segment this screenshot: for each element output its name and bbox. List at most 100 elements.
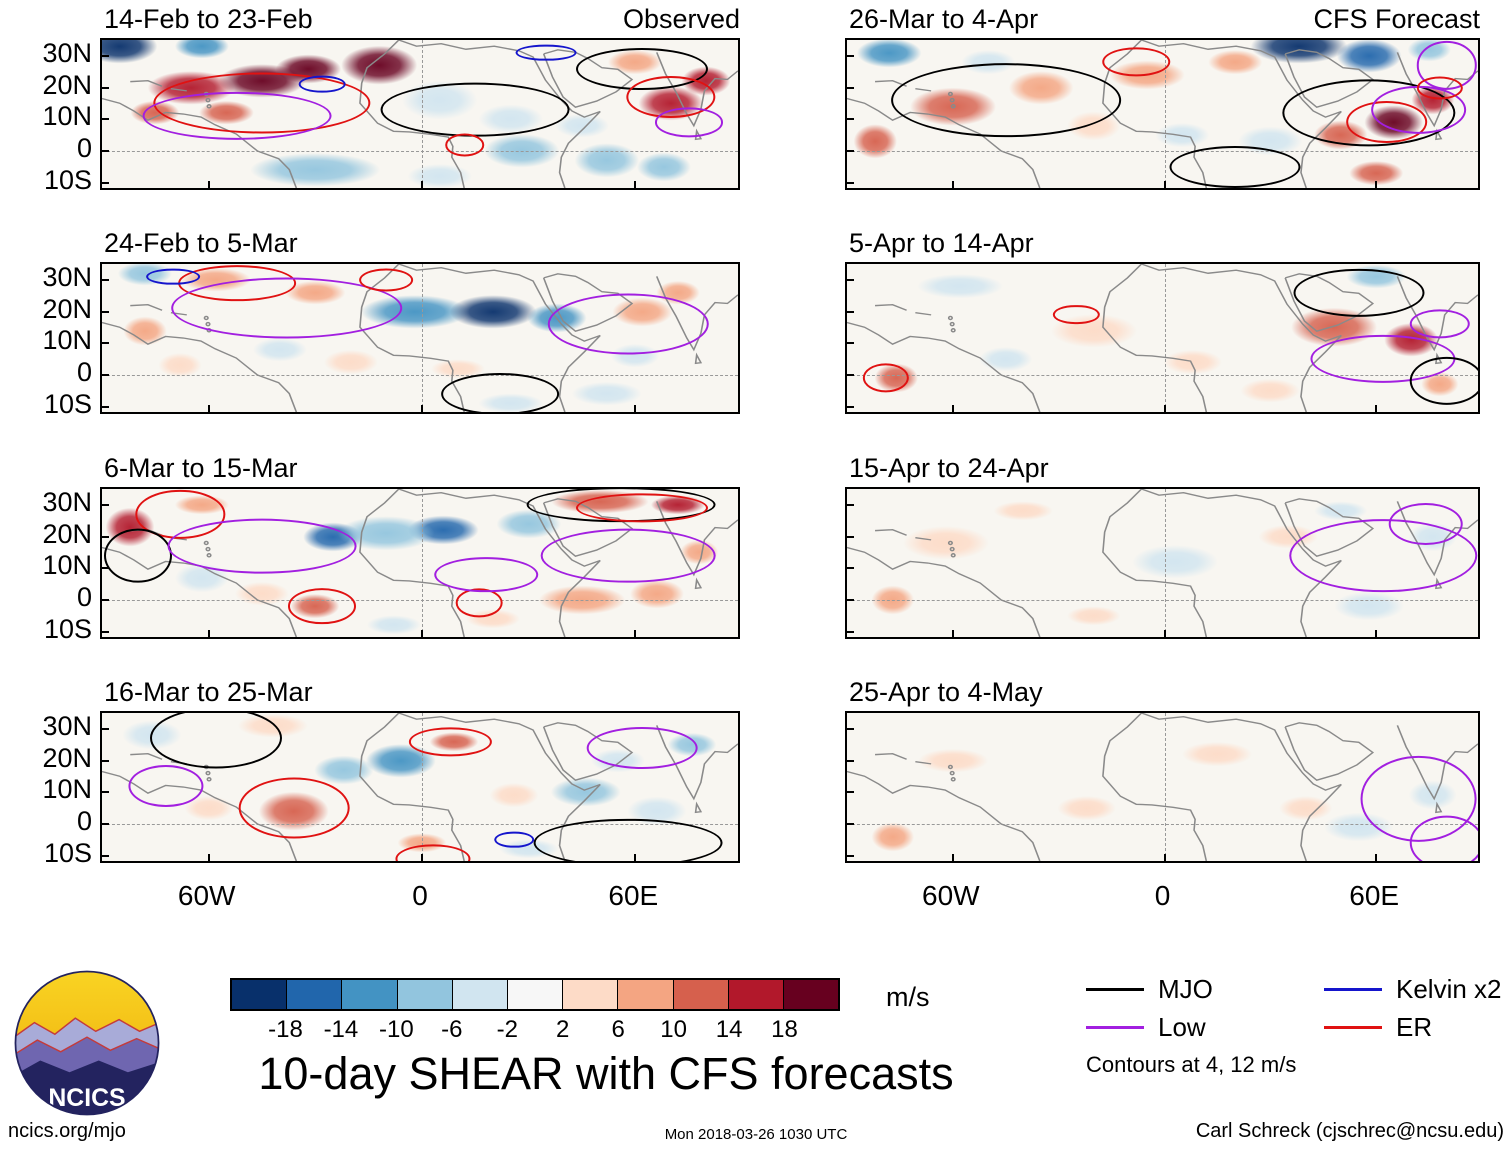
map-panel-8 <box>845 711 1480 863</box>
y-tick-mark <box>102 118 109 121</box>
colorbar-tick-label: -10 <box>379 1016 414 1043</box>
panel-title: 24-Feb to 5-Mar <box>104 228 298 258</box>
colorbar <box>230 978 840 1011</box>
logo-mountain-front <box>15 1060 159 1115</box>
colorbar-tick-label: -18 <box>268 1016 303 1043</box>
y-axis-tick-label: 20N <box>42 69 92 100</box>
legend-item-kelvin: Kelvin x2 <box>1324 972 1510 1006</box>
x-axis-tick-label: 60W <box>922 880 980 911</box>
y-tick-mark <box>847 278 854 281</box>
x-tick-mark <box>421 405 423 412</box>
y-tick-mark <box>847 86 854 89</box>
y-axis-tick-label: 10N <box>42 550 92 581</box>
map-panel-4 <box>845 262 1480 414</box>
panel-title: 14-Feb to 23-Feb <box>104 4 313 34</box>
x-axis-tick-label: 60E <box>608 880 659 911</box>
legend-label: ER <box>1396 1011 1433 1042</box>
y-tick-mark <box>102 149 109 152</box>
y-tick-mark <box>102 342 109 345</box>
colorbar-cell <box>782 980 839 1009</box>
y-axis-tick-label: 10S <box>43 837 92 868</box>
coastlines-map <box>847 713 1478 861</box>
y-tick-mark <box>847 535 854 538</box>
y-tick-mark <box>847 854 854 857</box>
y-axis-tick-label: 30N <box>42 37 92 68</box>
legend-line-low <box>1086 1025 1144 1029</box>
footer-credit: Carl Schreck (cjschrec@ncsu.edu) <box>1195 1120 1504 1142</box>
y-axis-tick-label: 0 <box>76 805 92 836</box>
y-tick-mark <box>847 310 854 313</box>
y-axis-tick-label: 10S <box>43 164 92 195</box>
colorbar-tick-label: 14 <box>715 1016 743 1043</box>
y-tick-mark <box>847 598 854 601</box>
coastlines-map <box>847 489 1478 637</box>
y-tick-mark <box>847 118 854 121</box>
colorbar-cell <box>727 980 783 1009</box>
map-panel-5 <box>100 487 740 639</box>
y-axis-tick-label: 0 <box>76 581 92 612</box>
legend-label: Low <box>1158 1011 1206 1042</box>
colorbar-cell <box>451 980 507 1009</box>
coastlines-map <box>847 40 1478 188</box>
panel-corner-label: Observed <box>622 4 740 34</box>
x-tick-mark <box>1163 405 1166 412</box>
colorbar-tick-label: 18 <box>771 1016 798 1043</box>
y-axis-tick-label: 0 <box>76 132 92 163</box>
colorbar-cell <box>286 980 342 1009</box>
y-tick-mark <box>102 854 109 857</box>
y-tick-mark <box>847 630 854 633</box>
y-tick-mark <box>847 405 854 408</box>
y-axis-tick-label: 10S <box>43 388 92 419</box>
y-tick-mark <box>102 630 109 633</box>
y-axis-tick-label: 0 <box>76 356 92 387</box>
x-tick-mark <box>634 630 637 637</box>
colorbar-tick-label: 2 <box>556 1016 570 1043</box>
y-tick-mark <box>847 791 854 794</box>
x-tick-mark <box>951 405 954 412</box>
colorbar-cell <box>617 980 673 1009</box>
panel-title: 26-Mar to 4-Apr <box>849 4 1039 34</box>
y-tick-mark <box>102 54 109 57</box>
x-tick-mark <box>1163 854 1166 861</box>
coastlines-map <box>102 40 738 188</box>
colorbar-cell <box>672 980 728 1009</box>
x-tick-mark <box>951 630 954 637</box>
x-tick-mark <box>421 854 423 861</box>
colorbar-cell <box>232 980 287 1009</box>
y-tick-mark <box>847 567 854 570</box>
legend-label: Kelvin x2 <box>1396 973 1502 1004</box>
y-axis-tick-label: 30N <box>42 710 92 741</box>
footer-url: ncics.org/mjo <box>8 1120 126 1142</box>
x-tick-mark <box>1163 181 1166 188</box>
y-axis-tick-label: 20N <box>42 293 92 324</box>
panel-title: 5-Apr to 14-Apr <box>849 228 1034 258</box>
map-panel-7 <box>100 711 740 863</box>
y-tick-mark <box>847 54 854 57</box>
y-tick-mark <box>102 278 109 281</box>
y-tick-mark <box>102 822 109 825</box>
x-tick-mark <box>1375 181 1378 188</box>
x-tick-mark <box>951 181 954 188</box>
x-tick-mark <box>207 630 210 637</box>
y-tick-mark <box>102 405 109 408</box>
x-axis-tick-label: 60W <box>177 880 236 911</box>
y-tick-mark <box>102 181 109 184</box>
y-axis-tick-label: 20N <box>42 518 92 549</box>
y-tick-mark <box>847 727 854 730</box>
panel-corner-label: CFS Forecast <box>1313 4 1480 34</box>
map-panel-1 <box>100 38 740 190</box>
x-tick-mark <box>1375 405 1378 412</box>
x-tick-mark <box>1375 630 1378 637</box>
legend-item-er: ER <box>1324 1010 1510 1044</box>
x-tick-mark <box>951 854 954 861</box>
x-tick-mark <box>207 405 210 412</box>
coastlines-map <box>102 264 738 412</box>
coastlines-map <box>102 713 738 861</box>
y-tick-mark <box>102 86 109 89</box>
x-tick-mark <box>1375 854 1378 861</box>
y-tick-mark <box>102 535 109 538</box>
legend-label: MJO <box>1158 973 1213 1004</box>
y-axis-tick-label: 10N <box>42 774 92 805</box>
y-tick-mark <box>102 791 109 794</box>
panel-title: 25-Apr to 4-May <box>849 677 1043 707</box>
